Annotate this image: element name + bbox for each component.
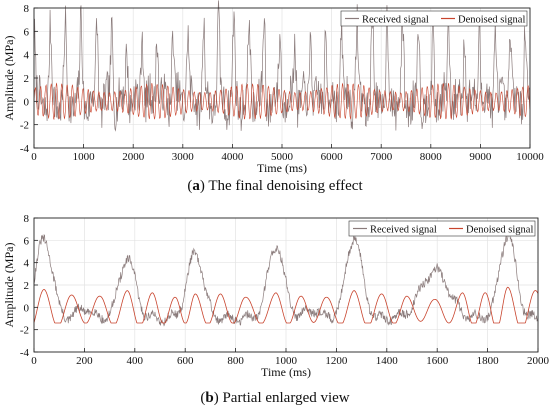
b-legend-label-1: Denoised signal bbox=[466, 225, 533, 236]
a-ytick-label-4: 4 bbox=[24, 50, 30, 62]
b-legend-label-0: Received signal bbox=[370, 225, 437, 236]
a-xtick-label-1: 1000 bbox=[73, 151, 96, 163]
b-xtick-label-6: 1200 bbox=[325, 355, 348, 367]
b-xtick-label-4: 800 bbox=[227, 355, 244, 367]
caption-a-text: The final denoising effect bbox=[208, 178, 363, 194]
caption-b-letter: b bbox=[205, 390, 214, 406]
b-ytick-label-5: 6 bbox=[24, 235, 30, 247]
a-xtick-label-4: 4000 bbox=[221, 151, 244, 163]
a-legend bbox=[340, 10, 528, 27]
b-ytick-label-2: 0 bbox=[24, 302, 30, 314]
a-legend-label-0: Received signal bbox=[362, 15, 429, 26]
a-series-received bbox=[33, 0, 531, 132]
a-ytick-label-2: 0 bbox=[24, 96, 30, 108]
a-ytick-label-1: -2 bbox=[20, 120, 29, 132]
caption-b: (b) Partial enlarged view bbox=[200, 390, 350, 406]
a-xtick-label-6: 6000 bbox=[321, 151, 344, 163]
a-ytick-label-0: -4 bbox=[20, 143, 30, 155]
a-xtick-label-9: 9000 bbox=[469, 151, 492, 163]
chart-final-denoising: -4 -2 0 2 4 6 8 0 1000 2000 3000 4000 5000 6000 7000 80… bbox=[2, 0, 544, 175]
a-xtick-label-0: 0 bbox=[31, 151, 37, 163]
caption-b-text: Partial enlarged view bbox=[222, 390, 350, 406]
a-legend-label-1: Denoised signal bbox=[458, 15, 525, 26]
b-xtick-label-9: 1800 bbox=[477, 355, 500, 367]
b-series-denoised bbox=[33, 286, 539, 324]
b-xtick-label-7: 1400 bbox=[376, 355, 399, 367]
a-xtick-label-3: 3000 bbox=[172, 151, 195, 163]
a-ylabel: Amplitude (MPa) bbox=[2, 36, 16, 121]
a-xtick-label-2: 2000 bbox=[122, 151, 145, 163]
b-xtick-label-10: 2000 bbox=[527, 355, 550, 367]
caption-a: (a) The final denoising effect bbox=[187, 178, 363, 194]
b-series-received bbox=[33, 231, 539, 327]
b-xtick-label-5: 1000 bbox=[275, 355, 298, 367]
a-xtick-label-8: 8000 bbox=[420, 151, 443, 163]
b-ytick-label-4: 4 bbox=[24, 258, 30, 270]
a-ytick-label-6: 8 bbox=[24, 3, 30, 15]
a-series-denoised bbox=[33, 82, 531, 121]
b-legend bbox=[348, 220, 536, 237]
b-xlabel: Time (ms) bbox=[261, 365, 311, 379]
b-ytick-label-0: -4 bbox=[20, 347, 30, 359]
b-ytick-label-1: -2 bbox=[20, 325, 29, 337]
b-xtick-label-2: 400 bbox=[127, 355, 144, 367]
a-xtick-label-5: 5000 bbox=[271, 151, 294, 163]
caption-a-letter: a bbox=[192, 178, 200, 194]
b-xtick-label-8: 1600 bbox=[426, 355, 449, 367]
a-ytick-label-3: 2 bbox=[24, 73, 30, 85]
a-xlabel: Time (ms) bbox=[257, 161, 307, 175]
b-ytick-label-6: 8 bbox=[24, 213, 30, 225]
b-xtick-label-0: 0 bbox=[31, 355, 37, 367]
b-ylabel: Amplitude (MPa) bbox=[2, 243, 16, 328]
b-ytick-label-3: 2 bbox=[24, 280, 30, 292]
b-xtick-label-1: 200 bbox=[76, 355, 93, 367]
a-ytick-label-5: 6 bbox=[24, 26, 30, 38]
b-xtick-label-3: 600 bbox=[177, 355, 194, 367]
a-xtick-label-10: 10000 bbox=[516, 151, 544, 163]
a-xtick-label-7: 7000 bbox=[370, 151, 393, 163]
chart-partial-enlarged: -4 -2 0 2 4 6 8 0 200 400 600 800 1000 1200 1400 1600 18… bbox=[2, 213, 550, 379]
